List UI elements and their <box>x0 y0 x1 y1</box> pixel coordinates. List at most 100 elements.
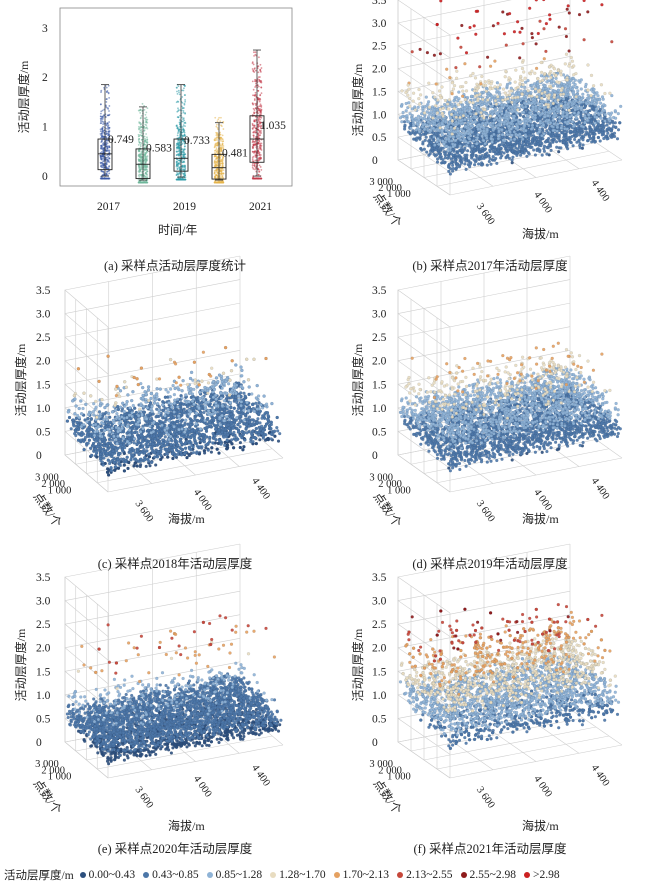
raw-point <box>140 130 143 133</box>
data-point <box>520 26 524 31</box>
raw-point <box>253 164 256 167</box>
raw-point <box>216 181 218 184</box>
data-point <box>451 135 455 139</box>
raw-point <box>251 158 254 161</box>
raw-point <box>100 150 103 153</box>
data-point <box>503 97 508 102</box>
raw-point <box>108 110 110 112</box>
data-point <box>496 85 500 89</box>
data-point <box>504 69 508 73</box>
raw-point <box>175 150 178 153</box>
raw-point <box>219 136 222 139</box>
raw-point <box>181 96 184 98</box>
data-point <box>510 119 514 123</box>
data-point <box>431 116 435 120</box>
data-point <box>502 32 507 36</box>
raw-point <box>215 134 218 137</box>
data-point <box>565 113 569 117</box>
raw-point <box>257 132 260 135</box>
data-point <box>501 87 506 91</box>
raw-point <box>144 161 147 164</box>
data-point <box>501 98 505 102</box>
data-point <box>538 116 543 120</box>
raw-point <box>108 132 110 134</box>
raw-point <box>219 174 221 177</box>
raw-point <box>221 134 224 137</box>
data-point <box>435 119 440 123</box>
raw-point <box>139 180 142 182</box>
raw-point <box>145 116 148 119</box>
data-point <box>443 126 448 130</box>
data-point <box>405 114 409 118</box>
data-point <box>436 137 440 141</box>
data-point <box>481 121 485 125</box>
data-point <box>402 120 407 124</box>
data-point <box>582 0 586 3</box>
data-point <box>416 105 420 110</box>
data-point <box>438 126 442 130</box>
box-2019 <box>173 83 189 181</box>
raw-point <box>183 148 186 151</box>
raw-point <box>178 136 181 139</box>
raw-point <box>251 146 254 148</box>
data-point <box>589 73 594 78</box>
data-point <box>538 107 542 111</box>
raw-point <box>258 164 261 167</box>
data-point <box>536 76 540 81</box>
data-point <box>424 135 428 139</box>
raw-point <box>146 176 149 179</box>
raw-point <box>103 86 106 89</box>
raw-point <box>144 157 147 160</box>
data-point <box>468 25 472 30</box>
data-point <box>493 85 497 89</box>
raw-point <box>183 161 186 164</box>
data-point <box>472 24 476 28</box>
raw-point <box>137 126 140 128</box>
data-point <box>495 81 500 85</box>
raw-point <box>260 67 263 69</box>
raw-point <box>252 131 255 134</box>
raw-point <box>182 173 185 175</box>
data-point <box>531 105 535 109</box>
data-point <box>491 24 496 28</box>
data-point <box>436 115 440 119</box>
raw-point <box>252 107 255 110</box>
raw-point <box>214 116 217 119</box>
data-point <box>406 93 410 97</box>
raw-point <box>143 125 146 128</box>
raw-point <box>141 166 143 169</box>
raw-point <box>106 127 109 130</box>
raw-point <box>177 130 180 133</box>
data-point <box>427 114 431 119</box>
raw-point <box>100 91 102 93</box>
data-point <box>422 147 427 151</box>
data-point <box>553 99 558 103</box>
data-point <box>559 69 563 73</box>
data-point <box>498 123 502 128</box>
raw-point <box>259 166 262 168</box>
data-point <box>439 0 443 3</box>
data-point <box>567 84 572 88</box>
raw-point <box>176 116 179 118</box>
data-point <box>546 87 551 91</box>
data-point <box>426 120 430 124</box>
data-point <box>552 122 556 126</box>
data-point <box>456 99 460 103</box>
raw-point <box>252 136 255 138</box>
data-point <box>589 101 594 106</box>
raw-point <box>138 168 141 171</box>
raw-point <box>260 169 263 171</box>
raw-point <box>177 109 180 111</box>
raw-point <box>182 111 185 114</box>
data-point <box>599 83 604 87</box>
raw-point <box>254 93 257 96</box>
data-point <box>521 42 525 46</box>
raw-point <box>259 177 262 180</box>
data-point <box>456 151 460 155</box>
raw-point <box>139 141 141 144</box>
data-point <box>534 108 538 113</box>
data-point <box>475 82 479 86</box>
raw-point <box>137 160 140 162</box>
data-point <box>422 111 427 115</box>
raw-point <box>102 154 105 157</box>
